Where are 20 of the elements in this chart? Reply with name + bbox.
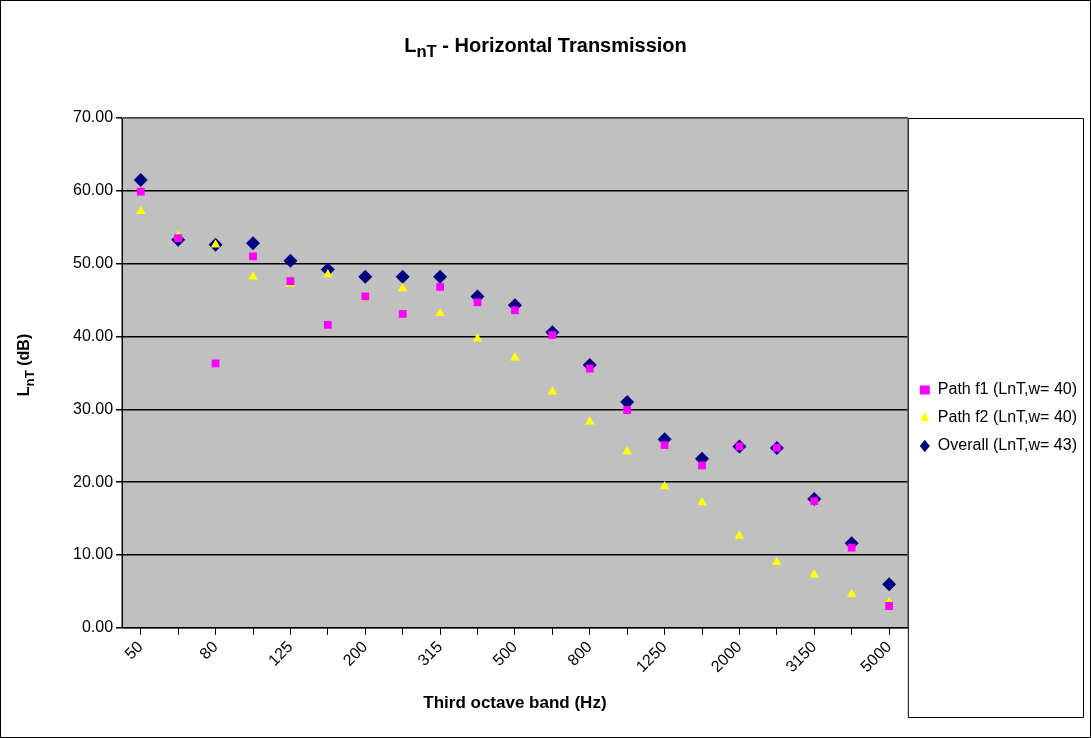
y-tick-label: 40.00 [72,326,114,344]
x-tick-label: 125 [264,637,296,669]
chart-title: L$_{nT}$ - Horizontal Transmission [403,34,688,62]
legend-label: Path f2 (LnT,w= 40) [937,408,1077,426]
legend-label: Overall (LnT,w= 43) [937,436,1077,454]
legend-label: Path f1 (LnT,w= 40) [937,380,1077,398]
y-tick-label: 20.00 [72,472,114,490]
x-tick-label: 200 [339,637,371,669]
y-tick-label: 30.00 [72,399,114,417]
y-tick-label: 70.00 [72,108,114,126]
y-tick-label: 60.00 [72,181,114,199]
x-tick-label: 500 [489,637,521,669]
x-axis-title: Third octave band (Hz) [423,693,607,713]
y-tick-label: 0.00 [81,618,114,636]
x-tick-label: 800 [564,637,596,669]
x-tick-label: 315 [414,637,446,669]
y-tick-label: 50.00 [72,254,114,272]
x-tick-label: 50 [121,637,147,663]
y-tick-label: 10.00 [72,545,114,563]
x-tick-label: 80 [196,637,221,663]
